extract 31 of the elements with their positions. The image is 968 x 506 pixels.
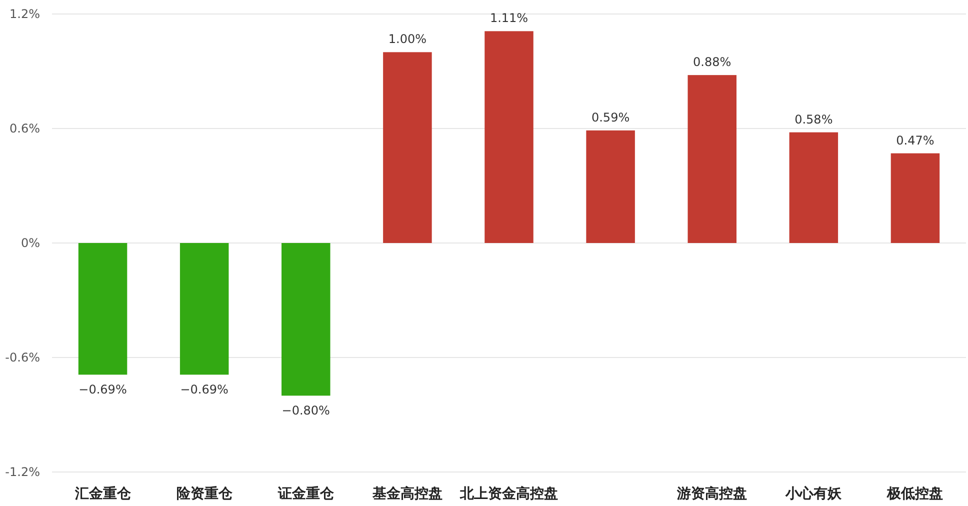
y-tick-label: -1.2% — [5, 465, 40, 479]
x-tick-label: 游资高控盘 — [676, 485, 748, 502]
y-tick-label: -0.6% — [5, 350, 40, 364]
x-tick-label: 汇金重仓 — [74, 486, 132, 502]
bar — [78, 243, 128, 375]
bar — [688, 75, 736, 243]
x-tick-label: 极低控盘 — [886, 486, 944, 502]
x-tick-label: 小心有妖 — [784, 485, 843, 502]
bar — [180, 243, 229, 375]
bar — [383, 52, 432, 243]
y-tick-label: 1.2% — [10, 7, 40, 21]
bar — [484, 31, 534, 243]
data-label: 1.11% — [490, 11, 528, 26]
bar — [586, 130, 635, 243]
y-tick-label: 0% — [20, 236, 40, 250]
data-label: −0.80% — [282, 404, 330, 418]
data-label: 1.00% — [388, 32, 427, 46]
data-label: −0.69% — [78, 382, 127, 397]
bar — [282, 243, 330, 396]
data-label: 0.59% — [591, 110, 630, 124]
x-tick-label: 证金重仓 — [276, 486, 335, 502]
x-tick-label: 北上资金高控盘 — [459, 485, 558, 502]
data-label: −0.69% — [180, 382, 228, 397]
bar — [890, 153, 940, 243]
x-tick-label: 基金高控盘 — [371, 485, 442, 502]
x-tick-label: 险资重仓 — [176, 486, 234, 502]
y-tick-label: 0.6% — [10, 122, 40, 136]
bar — [789, 132, 838, 243]
data-label: 0.88% — [693, 55, 732, 70]
data-label: 0.47% — [896, 133, 934, 148]
data-label: 0.58% — [794, 112, 833, 126]
